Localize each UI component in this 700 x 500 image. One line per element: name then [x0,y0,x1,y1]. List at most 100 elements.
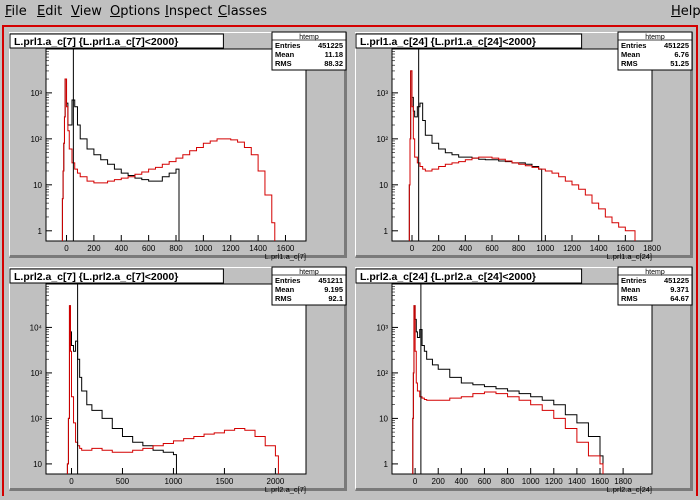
stats-name: htemp [645,34,665,41]
y-tick-label-0: 1 [38,227,43,236]
x-tick-label-8: 1600 [277,244,295,253]
x-tick-label-2: 400 [115,244,129,253]
stats-value-0: 451211 [318,276,343,285]
stats-label-0: Entries [275,41,300,50]
stats-label-0: Entries [621,41,646,50]
y-tick-label-2: 10² [376,369,388,378]
pad-2[interactable]: 1 10 10² 10³ 0 200 400 600 800 1000 1200 1400 1600 18… [352,29,696,261]
series-1-line [412,305,604,474]
stats-box [617,266,693,306]
menu-help[interactable]: Help [671,4,700,19]
status-strip [0,496,700,500]
stats-value-1: 9.371 [670,285,689,294]
x-tick-label-2: 400 [459,244,473,253]
y-tick-label-0: 1 [384,460,389,469]
x-tick-label-3: 1500 [216,477,234,486]
chart-title-box [9,33,224,49]
x-tick-label-6: 1200 [222,244,240,253]
pad-3[interactable]: 10 10² 10³ 10⁴ 0 500 1000 1500 2000 L.prl2.a_c[7]… [6,264,350,494]
y-tick-label-1: 10 [33,181,42,190]
x-tick-label-4: 800 [169,244,183,253]
menu-edit[interactable]: Edit [37,4,63,19]
x-tick-label-8: 1600 [616,244,634,253]
chart-title: L.prl1.a_c[7] {L.prl1.a_c[7]<2000} [14,36,178,48]
x-tick-label-7: 1400 [249,244,267,253]
series-1-line [61,78,276,241]
stats-label-2: RMS [275,59,292,68]
y-tick-label-1: 10 [379,181,388,190]
stats-name: htemp [299,269,319,276]
x-tick-label-1: 200 [87,244,101,253]
stats-box [271,31,347,71]
x-axis-label: L.prl1.a_c[24] [607,252,652,261]
plot-prl1-ac24: 1 10 10² 10³ 0 200 400 600 800 1000 1200 1400 1600 18… [355,31,693,261]
x-tick-label-6: 1200 [563,244,581,253]
x-tick-label-9: 1800 [614,477,632,486]
stats-label-2: RMS [621,59,638,68]
stats-value-0: 451225 [664,276,689,285]
stats-label-2: RMS [275,294,292,303]
chart-title: L.prl2.a_c[24] {L.prl2.a_c[24]<2000} [360,271,536,283]
y-tick-label-3: 10³ [376,89,388,98]
series-0-line [412,305,604,474]
x-tick-label-3: 600 [478,477,492,486]
pad-4[interactable]: 1 10 10² 10³ 0 200 400 600 800 1000 1200 1400 1600 18… [352,264,696,494]
menu-bar: File Edit View Options Inspect Classes H… [0,0,700,24]
menu-options[interactable]: Options [110,4,161,19]
x-tick-label-7: 1400 [590,244,608,253]
menu-file[interactable]: File [5,4,27,19]
chart-title: L.prl1.a_c[24] {L.prl1.a_c[24]<2000} [360,36,536,48]
stats-label-1: Mean [275,285,295,294]
chart-title-box [355,33,583,49]
plot-area [45,48,307,242]
menu-inspect[interactable]: Inspect [165,4,213,19]
x-tick-label-0: 0 [413,477,418,486]
stats-label-1: Mean [621,50,641,59]
plot-area [391,48,653,242]
stats-value-1: 6.76 [674,50,689,59]
y-tick-label-1: 10 [379,414,388,423]
menu-classes[interactable]: Classes [218,4,267,19]
x-tick-label-2: 400 [455,477,469,486]
stats-label-1: Mean [275,50,295,59]
x-tick-label-7: 1400 [568,477,586,486]
stats-value-1: 9.195 [324,285,343,294]
stats-label-1: Mean [621,285,641,294]
plot-area [391,283,653,475]
x-tick-label-5: 1000 [194,244,212,253]
stats-value-2: 64.67 [670,294,689,303]
x-tick-label-4: 2000 [267,477,285,486]
x-tick-label-0: 0 [69,477,74,486]
stats-value-2: 51.25 [670,59,689,68]
stats-value-0: 451225 [664,41,689,50]
stats-label-0: Entries [621,276,646,285]
y-tick-label-3: 10⁴ [30,323,43,332]
y-tick-label-0: 10 [33,460,42,469]
stats-label-2: RMS [621,294,638,303]
y-tick-label-2: 10³ [30,369,42,378]
stats-label-0: Entries [275,276,300,285]
series-1-line [66,305,279,474]
y-tick-label-1: 10² [30,414,42,423]
x-tick-label-5: 1000 [522,477,540,486]
x-tick-label-6: 1200 [545,477,563,486]
stats-value-2: 92.1 [328,294,343,303]
stats-value-1: 11.18 [325,50,343,59]
x-tick-label-1: 200 [432,477,446,486]
stats-box [271,266,347,306]
x-tick-label-1: 200 [432,244,446,253]
x-tick-label-9: 1800 [643,244,661,253]
x-axis-label: L.prl2.a_c[7] [265,485,306,494]
y-tick-label-3: 10³ [376,323,388,332]
menu-view[interactable]: View [71,4,102,19]
x-axis-label: L.prl1.a_c[7] [265,252,306,261]
stats-value-2: 88.32 [324,59,343,68]
pad-1[interactable]: 1 10 10² 10³ 0 200 400 600 800 1000 1200 1400 1600 L.… [6,29,350,261]
x-tick-label-0: 0 [64,244,69,253]
chart-title-box [355,268,583,284]
x-tick-label-0: 0 [410,244,415,253]
x-tick-label-5: 1000 [536,244,554,253]
canvas-frame[interactable]: 1 10 10² 10³ 0 200 400 600 800 1000 1200 1400 1600 L.… [2,25,698,498]
